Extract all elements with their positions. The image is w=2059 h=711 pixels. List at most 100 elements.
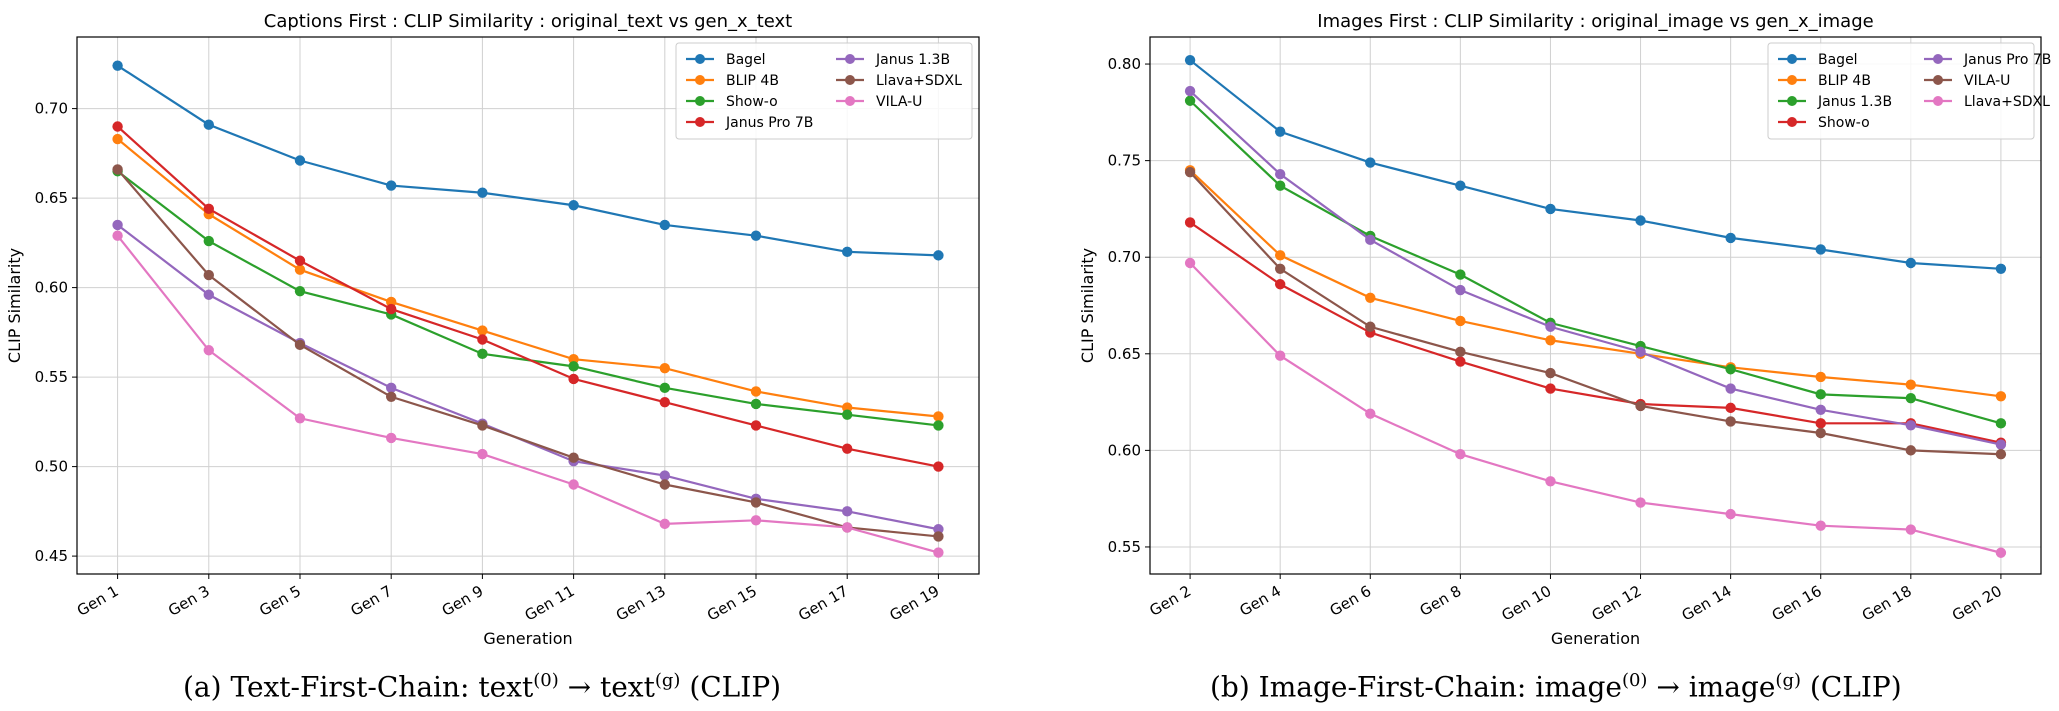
data-point-llava-sdxl [659, 479, 671, 490]
legend-item: Bagel [1778, 52, 1858, 68]
data-point-vila-u [1184, 167, 1196, 178]
data-point-bagel [1545, 203, 1556, 215]
legend-marker [845, 96, 855, 106]
series-line-blip-4b [116, 138, 939, 418]
caption-a-sup2: (g) [654, 670, 681, 691]
y-tick-label: 0.55 [1108, 538, 1141, 556]
series-llava-sdxl [112, 164, 944, 542]
data-point-bagel [1995, 263, 2007, 274]
legend-item: Janus Pro 7B [686, 115, 813, 131]
x-tick-label: Gen 19 [886, 582, 942, 625]
series-line-bagel [1189, 59, 2001, 270]
x-tick-label: Gen 2 [1146, 582, 1194, 620]
data-point-janus-1-3b [1905, 393, 1917, 404]
x-axis-label: Generation [1551, 629, 1640, 648]
data-point-janus-pro-7b [1905, 420, 1917, 431]
data-point-blip-4b [294, 264, 306, 275]
charts-canvas: 0.45 0.50 0.55 0.60 0.65 0.70 Gen 1 Gen 3 Gen 5 G… [5, 11, 2051, 648]
x-axis-label: Generation [483, 629, 572, 648]
y-axis-label: CLIP Similarity [1078, 248, 1097, 363]
data-point-blip-4b [1995, 391, 2007, 402]
chart-title: Images First : CLIP Similarity : origina… [1317, 11, 1873, 32]
data-point-janus-1-3b [659, 470, 671, 481]
data-point-blip-4b [1455, 315, 1466, 327]
y-axis-label: CLIP Similarity [5, 248, 24, 363]
series-line-llava-sdxl [116, 168, 939, 538]
data-point-vila-u [1905, 445, 1917, 456]
data-point-blip-4b [1905, 379, 1917, 390]
data-point-janus-pro-7b [842, 443, 853, 454]
legend-marker [1787, 96, 1797, 106]
data-point-show-o [1455, 356, 1466, 367]
y-tick-label: 0.70 [1108, 248, 1141, 266]
data-point-llava-sdxl [112, 164, 123, 175]
legend-marker [1933, 75, 1943, 85]
legend-label: Janus 1.3B [875, 52, 950, 68]
data-point-bagel [112, 60, 123, 71]
data-point-show-o [568, 361, 579, 372]
x-tick-label: Gen 8 [1417, 582, 1465, 620]
data-point-janus-1-3b [933, 524, 944, 535]
plot-frame [76, 36, 980, 575]
caption-b: (b) Image-First-Chain: image(0) → image(… [1210, 670, 1902, 703]
series-llava-sdxl [1184, 257, 2007, 558]
data-point-vila-u [1365, 321, 1376, 332]
legend-label: VILA-U [876, 94, 922, 110]
data-point-janus-1-3b [1455, 269, 1466, 280]
data-point-llava-sdxl [1274, 350, 1286, 361]
series-line-show-o [1189, 221, 2002, 444]
data-point-llava-sdxl [1184, 257, 1196, 269]
data-point-vila-u [477, 448, 488, 460]
legend-item: VILA-U [1924, 73, 2010, 89]
x-tick-label: Gen 16 [1769, 582, 1825, 625]
caption-a-arrow: → text [558, 670, 655, 704]
legend-marker [1787, 75, 1797, 85]
data-point-janus-pro-7b [1184, 85, 1196, 97]
series-line-bagel [116, 64, 939, 257]
data-point-blip-4b [842, 402, 853, 413]
data-point-bagel [933, 250, 944, 261]
data-point-blip-4b [568, 354, 579, 365]
legend-marker [845, 54, 855, 64]
series-line-janus-pro-7b [116, 125, 939, 468]
data-point-bagel [1455, 180, 1466, 191]
data-point-janus-1-3b [1995, 418, 2007, 429]
data-point-show-o [933, 420, 944, 431]
chart-title: Captions First : CLIP Similarity : origi… [264, 11, 792, 32]
legend-label: Show-o [726, 94, 778, 110]
data-point-bagel [203, 119, 214, 130]
data-point-vila-u [1725, 416, 1736, 427]
data-point-llava-sdxl [1365, 408, 1376, 419]
series-line-blip-4b [1189, 169, 2002, 398]
data-point-blip-4b [477, 325, 488, 336]
legend-item: Bagel [686, 52, 766, 68]
x-tick-label: Gen 12 [1589, 582, 1645, 625]
legend-item: Show-o [1778, 115, 1870, 131]
data-point-vila-u [568, 479, 579, 490]
data-point-llava-sdxl [568, 452, 579, 463]
data-point-vila-u [1455, 346, 1466, 358]
x-tick-label: Gen 17 [795, 582, 851, 625]
data-point-janus-1-3b [1184, 95, 1196, 106]
legend-label: Llava+SDXL [876, 73, 962, 89]
data-point-llava-sdxl [933, 531, 944, 542]
series-blip-4b [112, 133, 944, 422]
data-point-janus-1-3b [1815, 389, 1826, 400]
series-bagel [112, 60, 944, 261]
data-point-blip-4b [385, 296, 397, 308]
y-tick-label: 0.70 [35, 100, 68, 118]
x-tick-label: Gen 5 [256, 582, 304, 620]
y-tick-label: 0.80 [1108, 55, 1141, 73]
legend-item: Show-o [686, 94, 778, 110]
legend-label: Show-o [1818, 115, 1870, 131]
data-point-janus-pro-7b [477, 334, 488, 345]
y-tick-label: 0.65 [35, 189, 68, 207]
data-point-blip-4b [1365, 292, 1376, 303]
x-tick-label: Gen 13 [613, 582, 669, 625]
caption-b-sup1: (0) [1621, 670, 1648, 691]
data-point-bagel [1635, 215, 1646, 226]
data-point-bagel [659, 219, 671, 231]
data-point-llava-sdxl [750, 497, 762, 508]
data-point-bagel [477, 187, 488, 198]
data-point-janus-pro-7b [112, 121, 123, 132]
